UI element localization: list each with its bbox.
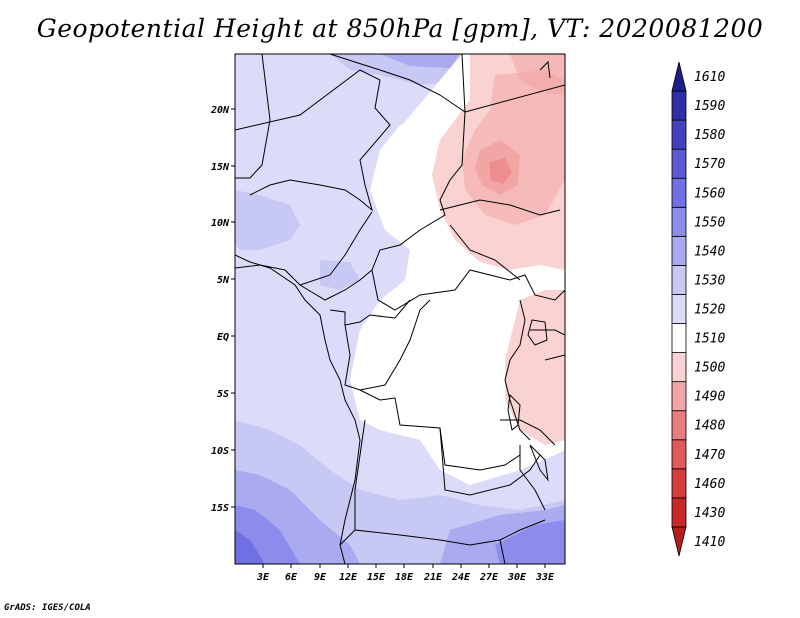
colorbar-label: 1590	[694, 99, 725, 114]
colorbar-swatch	[671, 235, 687, 266]
map-title: Geopotential Height at 850hPa [gpm], VT:…	[36, 14, 764, 43]
lon-label: 18E	[395, 572, 414, 583]
lat-label: 5N	[217, 275, 230, 286]
colorbar-swatch	[671, 323, 687, 353]
lat-label: 20N	[210, 105, 230, 116]
lat-label: 15S	[211, 503, 229, 514]
colorbar-label: 1570	[694, 157, 725, 172]
colorbar-label: 1580	[694, 128, 725, 143]
colorbar-label: 1460	[694, 477, 725, 492]
lon-label: 24E	[451, 572, 471, 583]
lon-label: 3E	[256, 572, 270, 583]
colorbar-label: 1470	[694, 448, 725, 463]
lon-label: 6E	[285, 572, 298, 583]
colorbar-swatch	[671, 90, 687, 121]
colorbar-swatch	[671, 148, 687, 179]
colorbar-label: 1550	[694, 215, 725, 230]
colorbar-swatch	[671, 294, 687, 324]
colorbar-label: 1490	[694, 390, 725, 405]
colorbar-swatch	[671, 526, 687, 557]
lat-label: 10N	[211, 218, 230, 229]
country-borders	[235, 54, 565, 564]
colorbar: 1410 1430 1460 1470 1480 1490 1500 1510 1520 1530…	[671, 61, 725, 557]
lon-label: 30E	[507, 572, 527, 583]
colorbar-label: 1430	[694, 506, 725, 521]
lon-label: 9E	[314, 572, 327, 583]
colorbar-swatch	[671, 439, 687, 470]
colorbar-label: 1480	[694, 419, 725, 434]
colorbar-label: 1560	[694, 186, 725, 201]
colorbar-swatch	[671, 468, 687, 499]
lat-axis: 20N 15N 10N 5N EQ 5S 10S 15S	[210, 105, 235, 514]
height-field	[235, 54, 565, 564]
colorbar-label: 1530	[694, 273, 725, 288]
colorbar-swatch	[671, 206, 687, 237]
map-frame	[234, 53, 566, 565]
colorbar-label: 1510	[694, 332, 725, 347]
colorbar-swatch	[671, 177, 687, 208]
lon-label: 15E	[367, 572, 386, 583]
lat-label: 5S	[217, 389, 229, 400]
colorbar-swatch	[671, 119, 687, 150]
colorbar-swatch	[671, 381, 687, 412]
grads-credit: GrADS: IGES/COLA	[4, 603, 91, 613]
colorbar-swatch	[671, 61, 687, 92]
colorbar-label: 1610	[694, 70, 725, 85]
colorbar-swatch	[671, 497, 687, 528]
lat-label: 10S	[211, 446, 229, 457]
colorbar-label: 1500	[694, 361, 725, 376]
colorbar-label: 1520	[694, 303, 725, 318]
lon-label: 12E	[339, 572, 358, 583]
colorbar-label: 1540	[694, 244, 725, 259]
colorbar-label: 1410	[694, 535, 725, 550]
lon-axis: 3E 6E 9E 12E 15E 18E 21E 24E 27E 30E 33E	[256, 564, 555, 583]
lon-label: 33E	[535, 572, 555, 583]
lat-label: 15N	[211, 162, 230, 173]
colorbar-swatch	[671, 410, 687, 441]
lat-label: EQ	[217, 332, 229, 343]
colorbar-swatch	[671, 265, 687, 295]
lon-label: 27E	[479, 572, 499, 583]
colorbar-swatch	[671, 352, 687, 383]
lon-label: 21E	[423, 572, 443, 583]
